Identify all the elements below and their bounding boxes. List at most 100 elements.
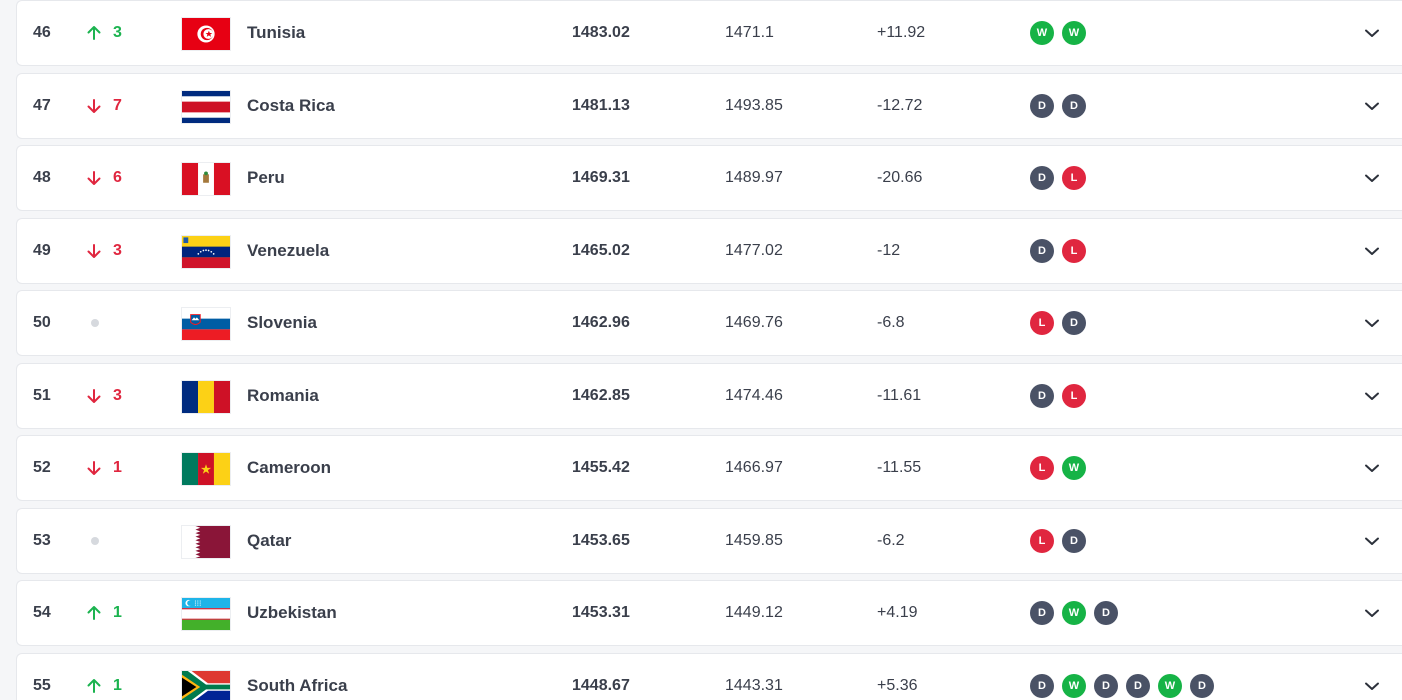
rank: 47	[33, 97, 51, 114]
arrow-down-icon	[87, 99, 101, 113]
form-badge: D	[1030, 166, 1054, 190]
table-row[interactable]: 54 1 Uzbekistan 1453.31 1449.12 +4.19 D W D	[16, 580, 1402, 646]
south-africa-flag-icon	[181, 670, 231, 700]
expand-row-button[interactable]	[1363, 74, 1381, 138]
form-badge: D	[1030, 601, 1054, 625]
team-name[interactable]: Romania	[247, 386, 319, 405]
rank: 48	[33, 169, 51, 186]
form-badge: D	[1062, 529, 1086, 553]
form-badge: D	[1190, 674, 1214, 698]
form-badge: W	[1158, 674, 1182, 698]
expand-row-button[interactable]	[1363, 436, 1381, 500]
rank-change: 3	[85, 1, 145, 65]
rank-change: 1	[85, 654, 145, 700]
previous-points: 1489.97	[725, 169, 783, 186]
venezuela-flag-icon	[181, 235, 231, 269]
table-row[interactable]: 46 3 Tunisia 1483.02 1471.1 +11.92 W W	[16, 0, 1402, 66]
table-row[interactable]: 53 Qatar 1453.65 1459.85 -6.2 L D	[16, 508, 1402, 574]
form-badge: L	[1030, 311, 1054, 335]
total-points: 1462.96	[572, 314, 630, 331]
cameroon-flag-icon	[181, 452, 231, 486]
rank-change: 1	[85, 436, 145, 500]
rank: 52	[33, 459, 51, 476]
chevron-down-icon	[1365, 247, 1379, 255]
previous-points: 1459.85	[725, 532, 783, 549]
previous-points: 1443.31	[725, 677, 783, 694]
total-points: 1453.31	[572, 604, 630, 621]
rank-change: 7	[85, 74, 145, 138]
rank: 51	[33, 387, 51, 404]
points-difference: -6.2	[877, 532, 905, 549]
table-row[interactable]: 47 7 Costa Rica 1481.13 1493.85 -12.72 D D	[16, 73, 1402, 139]
total-points: 1462.85	[572, 387, 630, 404]
expand-row-button[interactable]	[1363, 146, 1381, 210]
expand-row-button[interactable]	[1363, 364, 1381, 428]
expand-row-button[interactable]	[1363, 1, 1381, 65]
points-difference: -6.8	[877, 314, 905, 331]
table-row[interactable]: 49 3 Venezuela 1465.02 1477.02 -12 D L	[16, 218, 1402, 284]
rank: 50	[33, 314, 51, 331]
table-row[interactable]: 52 1 Cameroon 1455.42 1466.97 -11.55 L W	[16, 435, 1402, 501]
previous-points: 1474.46	[725, 387, 783, 404]
team-name[interactable]: South Africa	[247, 676, 348, 695]
total-points: 1481.13	[572, 97, 630, 114]
rank: 49	[33, 242, 51, 259]
chevron-down-icon	[1365, 609, 1379, 617]
table-row[interactable]: 50 Slovenia 1462.96 1469.76 -6.8 L D	[16, 290, 1402, 356]
team-name[interactable]: Peru	[247, 168, 285, 187]
arrow-down-icon	[87, 389, 101, 403]
expand-row-button[interactable]	[1363, 509, 1381, 573]
rank-change	[85, 509, 145, 573]
chevron-down-icon	[1365, 392, 1379, 400]
form-badge: D	[1030, 674, 1054, 698]
table-row[interactable]: 48 6 Peru 1469.31 1489.97 -20.66 D L	[16, 145, 1402, 211]
expand-row-button[interactable]	[1363, 291, 1381, 355]
team-name[interactable]: Uzbekistan	[247, 603, 337, 622]
form-badge: L	[1062, 384, 1086, 408]
rank-change-value: 7	[113, 97, 122, 114]
form-badge: D	[1030, 94, 1054, 118]
expand-row-button[interactable]	[1363, 581, 1381, 645]
rank: 46	[33, 24, 51, 41]
chevron-down-icon	[1365, 682, 1379, 690]
team-name[interactable]: Tunisia	[247, 23, 306, 42]
rank: 54	[33, 604, 51, 621]
form-badge: D	[1094, 601, 1118, 625]
points-difference: -12.72	[877, 97, 923, 114]
form-badge: L	[1030, 529, 1054, 553]
arrow-up-icon	[87, 679, 101, 693]
previous-points: 1449.12	[725, 604, 783, 621]
rank-change-value: 3	[113, 24, 122, 41]
arrow-down-icon	[87, 171, 101, 185]
rank-change-value: 3	[113, 387, 122, 404]
points-difference: +5.36	[877, 677, 918, 694]
total-points: 1453.65	[572, 532, 630, 549]
rank-change-value: 1	[113, 459, 122, 476]
chevron-down-icon	[1365, 29, 1379, 37]
previous-points: 1493.85	[725, 97, 783, 114]
form-badge: D	[1030, 239, 1054, 263]
table-row[interactable]: 51 3 Romania 1462.85 1474.46 -11.61 D L	[16, 363, 1402, 429]
rank: 53	[33, 532, 51, 549]
points-difference: +11.92	[877, 24, 926, 41]
chevron-down-icon	[1365, 537, 1379, 545]
team-name[interactable]: Qatar	[247, 531, 292, 550]
expand-row-button[interactable]	[1363, 219, 1381, 283]
form-badge: L	[1030, 456, 1054, 480]
expand-row-button[interactable]	[1363, 654, 1381, 700]
no-change-dot-icon	[91, 537, 99, 545]
total-points: 1448.67	[572, 677, 630, 694]
team-name[interactable]: Slovenia	[247, 313, 317, 332]
team-name[interactable]: Costa Rica	[247, 96, 335, 115]
rank-change: 3	[85, 219, 145, 283]
table-row[interactable]: 55 1 South Africa 1448.67 1443.31 +5.36 D W D D W D	[16, 653, 1402, 700]
team-name[interactable]: Venezuela	[247, 241, 330, 260]
no-change-dot-icon	[91, 319, 99, 327]
team-name[interactable]: Cameroon	[247, 458, 332, 477]
form-badge: D	[1126, 674, 1150, 698]
rank-change-value: 3	[113, 242, 122, 259]
